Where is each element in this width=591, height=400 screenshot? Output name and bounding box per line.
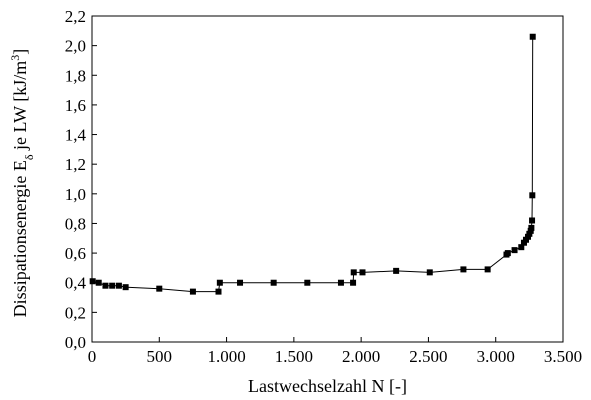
x-tick-label: 1.000: [207, 347, 245, 366]
data-point: [304, 279, 311, 286]
data-point: [529, 33, 536, 40]
data-point: [393, 267, 400, 274]
data-point: [215, 288, 222, 295]
y-tick-label: 0,8: [65, 214, 86, 233]
y-tick-label: 1,2: [65, 155, 86, 174]
data-point: [109, 282, 116, 289]
x-tick-label: 0: [88, 347, 97, 366]
data-point: [102, 282, 109, 289]
x-tick-label: 2.000: [342, 347, 380, 366]
data-point: [122, 284, 129, 291]
data-point: [426, 269, 433, 276]
plot-area: [91, 15, 564, 343]
y-tick-label: 1,4: [65, 126, 87, 145]
y-axis-title-close: ]: [10, 49, 30, 55]
data-point: [529, 192, 536, 199]
data-point: [337, 279, 344, 286]
data-point: [350, 269, 357, 276]
y-axis-title-after: je LW [kJ/m: [10, 61, 30, 155]
y-axis-title: Dissipationsenergie Eδ je LW [kJ/m3]: [8, 49, 36, 318]
data-point: [529, 217, 536, 224]
y-tick-label: 2,2: [65, 7, 86, 26]
data-point: [504, 250, 511, 257]
x-tick-label: 500: [147, 347, 173, 366]
series-layer: [89, 33, 536, 295]
y-axis-title-superscript: 3: [8, 55, 22, 61]
data-point: [359, 269, 366, 276]
y-tick-label: 1,6: [65, 96, 86, 115]
data-point: [460, 266, 467, 273]
data-point: [89, 278, 96, 285]
data-point: [216, 279, 223, 286]
y-axis: 0,0 0,2 0,4 0,6 0,8 1,0 1,2 1,4 1,6 1,8 2,0 2,2: [65, 7, 97, 352]
data-point: [115, 282, 122, 289]
plot-border: [91, 15, 564, 343]
x-tick-label: 2.500: [409, 347, 447, 366]
data-point: [511, 247, 518, 254]
y-axis-title-main: Dissipationsenergie E: [10, 160, 30, 317]
data-point: [350, 279, 357, 286]
data-point: [528, 224, 535, 231]
y-tick-label: 0,4: [65, 274, 87, 293]
x-axis-title: Lastwechselzahl N [-]: [248, 376, 407, 396]
data-point: [237, 279, 244, 286]
data-point: [156, 285, 163, 292]
x-tick-label: 3.000: [477, 347, 515, 366]
x-tick-label: 1.500: [275, 347, 313, 366]
x-axis: 0 500 1.000 1.500 2.000 2.500 3.000 3.500: [88, 337, 582, 366]
data-point: [189, 288, 196, 295]
y-tick-label: 0,2: [65, 303, 86, 322]
series-line: [92, 36, 534, 293]
y-tick-label: 1,0: [65, 185, 86, 204]
data-point: [95, 279, 102, 286]
x-tick-label: 3.500: [544, 347, 582, 366]
y-tick-label: 0,6: [65, 244, 86, 263]
y-tick-label: 0,0: [65, 333, 86, 352]
data-point: [484, 266, 491, 273]
data-point: [518, 244, 525, 251]
data-point: [270, 279, 277, 286]
y-tick-label: 2,0: [65, 37, 86, 56]
y-axis-title-subscript: δ: [22, 154, 36, 160]
y-tick-label: 1,8: [65, 66, 86, 85]
